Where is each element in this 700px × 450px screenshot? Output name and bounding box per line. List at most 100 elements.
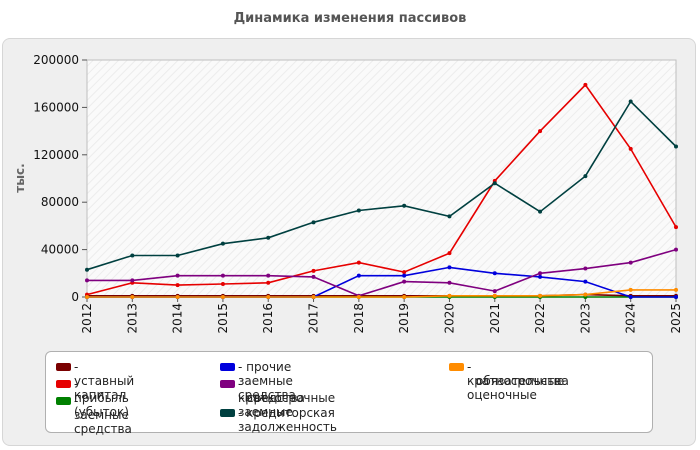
data-point	[266, 273, 271, 278]
data-point	[130, 253, 135, 258]
data-point	[175, 295, 180, 299]
y-tick-label: 40000	[41, 243, 79, 257]
data-point	[538, 274, 543, 279]
y-tick-label: 160000	[33, 100, 79, 114]
data-point	[447, 251, 452, 256]
data-point	[492, 289, 497, 294]
data-point	[583, 174, 588, 179]
data-point	[85, 267, 89, 272]
y-axis-label: тыс.	[13, 163, 27, 192]
data-point	[266, 235, 271, 240]
legend-label-line2: обязательства	[476, 374, 569, 388]
data-point	[356, 273, 361, 278]
data-point	[674, 295, 678, 299]
data-point	[220, 295, 225, 299]
data-point	[628, 146, 633, 151]
x-tick-label: 2018	[352, 303, 366, 334]
legend-swatch	[56, 380, 71, 388]
plot-area	[86, 59, 677, 298]
data-point	[85, 278, 89, 283]
data-point	[538, 271, 543, 276]
series-line-5	[86, 100, 677, 271]
data-point	[492, 271, 497, 276]
x-tick-label: 2022	[533, 303, 547, 334]
data-point	[583, 82, 588, 87]
y-tick-label: 80000	[41, 195, 79, 209]
legend: - уставный капитал - прибыль (убыток) - …	[45, 351, 653, 436]
legend-label: - краткосрочные оценочные	[467, 360, 565, 402]
x-tick-label: 2017	[307, 303, 321, 334]
series-line-4	[87, 248, 677, 297]
data-point	[538, 209, 543, 214]
legend-swatch	[449, 363, 464, 371]
data-point	[674, 247, 678, 252]
data-point	[175, 253, 180, 258]
data-point	[402, 279, 407, 284]
data-point	[447, 280, 452, 285]
data-point	[402, 295, 407, 299]
x-tick-label: 2021	[488, 303, 502, 334]
data-point	[628, 295, 633, 299]
legend-label-line2: средства	[247, 391, 305, 405]
legend-label: - кредиторская задолженность	[238, 406, 337, 434]
legend-swatch	[220, 409, 235, 417]
legend-swatch	[220, 363, 235, 371]
data-point	[583, 292, 588, 297]
legend-label: - заемные средства	[74, 394, 132, 436]
data-point	[220, 241, 225, 246]
x-tick-label: 2023	[578, 303, 592, 334]
data-point	[356, 260, 361, 265]
data-point	[628, 260, 633, 265]
chart-title: Динамика изменения пассивов	[233, 11, 467, 26]
data-point	[447, 265, 452, 270]
legend-swatch	[56, 397, 71, 405]
data-point	[628, 287, 633, 292]
data-point	[402, 270, 407, 275]
x-tick-label: 2016	[261, 303, 275, 334]
data-point	[447, 214, 452, 219]
data-point	[311, 268, 316, 273]
legend-swatch	[56, 363, 71, 371]
x-tick-label: 2013	[125, 303, 139, 334]
data-point	[130, 278, 135, 283]
data-point	[85, 295, 89, 299]
data-point	[266, 295, 271, 299]
legend-label: - прибыль (убыток)	[74, 377, 129, 419]
data-point	[356, 208, 361, 213]
data-point	[402, 273, 407, 278]
data-point	[130, 295, 135, 299]
x-tick-label: 2020	[442, 303, 456, 334]
data-point	[674, 287, 678, 292]
legend-label: - краткосрочные заемные	[238, 377, 336, 419]
y-tick-label: 0	[71, 290, 79, 304]
data-point	[492, 181, 497, 186]
data-point	[583, 279, 588, 284]
legend-label: - прочие заемные средства	[238, 360, 296, 402]
data-point	[674, 225, 678, 230]
x-tick-label: 2014	[171, 303, 185, 334]
data-point	[628, 99, 633, 104]
data-point	[311, 220, 316, 225]
data-point	[402, 203, 407, 208]
data-point	[311, 274, 316, 279]
data-point	[583, 266, 588, 271]
legend-label: - уставный капитал	[74, 360, 135, 402]
series-line-6	[87, 289, 676, 298]
y-tick-label: 120000	[33, 148, 79, 162]
legend-swatch	[220, 380, 235, 388]
x-tick-label: 2015	[216, 303, 230, 334]
y-tick-label: 200000	[33, 53, 79, 67]
data-point	[356, 295, 361, 299]
x-tick-label: 2019	[397, 303, 411, 334]
data-point	[175, 273, 180, 278]
data-point	[538, 293, 543, 298]
x-tick-label: 2024	[624, 303, 638, 334]
data-point	[447, 293, 452, 298]
data-point	[220, 273, 225, 278]
data-point	[538, 129, 543, 134]
data-point	[266, 280, 271, 285]
data-point	[674, 144, 678, 149]
data-point	[492, 293, 497, 298]
data-point	[311, 295, 316, 299]
